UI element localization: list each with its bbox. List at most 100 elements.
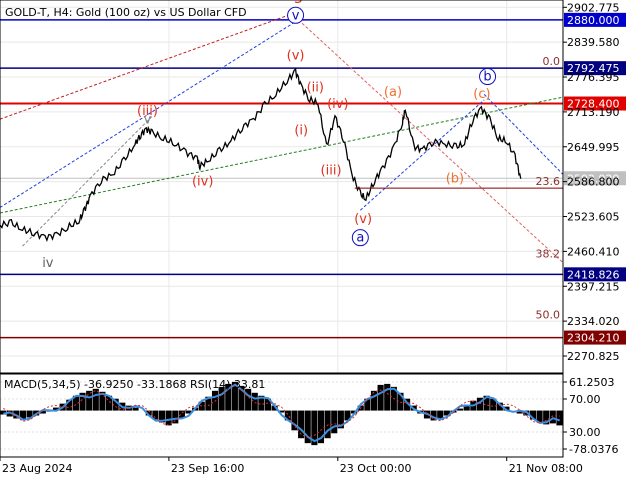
wave-label: 3: [294, 0, 303, 7]
price-tick-label: 2586.800: [567, 176, 620, 189]
macd-bar: [344, 410, 351, 421]
macd-bar: [443, 410, 450, 416]
macd-bar: [145, 410, 152, 416]
macd-panel: 61.2503 70.00 30.00 -78.0376: [0, 376, 618, 456]
macd-bar: [99, 391, 106, 411]
macd-bar: [231, 381, 238, 411]
macd-bar: [311, 410, 318, 446]
trend-line: [483, 94, 564, 175]
macd-tick-label: 61.2503: [569, 376, 615, 389]
time-tick-label: 21 Nov 08:00: [509, 462, 583, 475]
price-tick-label: 2902.775: [567, 1, 620, 14]
fibonacci-labels: 0.0 23.6 38.2 50.0: [354, 55, 563, 322]
macd-bar: [86, 390, 93, 411]
macd-bar: [536, 410, 543, 423]
price-tick-label: 2713.190: [567, 106, 620, 119]
trend-line: [359, 99, 485, 211]
macd-bar: [549, 410, 556, 424]
macd-bar: [437, 410, 444, 419]
level-badge: [564, 12, 626, 27]
macd-bar: [105, 395, 113, 411]
wave-label: a: [356, 231, 364, 246]
macd-bar: [172, 410, 179, 424]
macd-bar: [132, 407, 139, 411]
price-tick-label: 2839.580: [567, 36, 620, 49]
macd-bar: [556, 410, 563, 426]
macd-bar: [516, 410, 523, 414]
macd-bar: [304, 410, 311, 444]
macd-bar: [66, 399, 73, 411]
wave-label: (iv): [192, 174, 213, 189]
macd-bar: [19, 410, 26, 420]
wave-label: (iii): [321, 163, 342, 178]
macd-bar: [503, 406, 510, 411]
macd-bar: [251, 392, 258, 411]
price-tick-label: 2776.395: [567, 71, 620, 84]
trend-line: [22, 116, 153, 247]
wave-label: (c): [473, 87, 490, 102]
macd-bar: [245, 388, 252, 411]
macd-bar: [112, 398, 119, 411]
macd-bar: [529, 410, 537, 420]
macd-bar: [291, 410, 298, 431]
macd-bar: [384, 383, 391, 411]
macd-bar: [430, 410, 437, 421]
wave-label: (ii): [307, 81, 324, 96]
price-tick-label: 2460.410: [567, 245, 620, 258]
time-tick-label: 23 Oct 00:00: [340, 462, 412, 475]
wave-label: (v): [287, 49, 305, 64]
macd-bar: [178, 410, 185, 419]
current-price-label: 2592.929: [567, 172, 620, 185]
macd-bar: [158, 410, 166, 423]
macd-bar: [52, 407, 60, 411]
trend-line: [0, 11, 299, 120]
macd-bar: [324, 410, 331, 439]
macd-bar: [351, 410, 358, 414]
fib-label: 38.2: [536, 247, 561, 260]
macd-bar: [377, 384, 384, 411]
time-tick-label: 23 Aug 2024: [2, 462, 72, 475]
macd-bar: [238, 385, 245, 411]
level-label: 2880.000: [567, 14, 620, 27]
macd-bar: [79, 392, 86, 411]
macd-bar: [152, 410, 159, 420]
macd-bar: [271, 405, 278, 411]
wave-label: (iv): [327, 97, 348, 112]
macd-bar: [496, 402, 503, 411]
fib-label: 0.0: [543, 55, 561, 68]
macd-bar: [463, 404, 470, 411]
time-tick-label: 23 Sep 16:00: [171, 462, 244, 475]
macd-bar: [284, 410, 291, 421]
macd-bar: [337, 410, 344, 429]
wave-label: (i): [294, 124, 308, 139]
macd-bar: [317, 410, 325, 444]
price-tick-label: 2523.605: [567, 211, 620, 224]
macd-bar: [26, 410, 33, 418]
level-badge: [564, 267, 626, 282]
macd-bar: [364, 398, 371, 411]
trend-line: [0, 19, 299, 208]
wave-label: v: [292, 8, 300, 23]
macd-bar: [457, 408, 464, 411]
macd-bar: [490, 398, 497, 411]
wave-label: v: [144, 113, 152, 128]
price-tick-label: 2397.215: [567, 280, 620, 293]
signal-line: [3, 385, 560, 439]
level-label: 2304.210: [567, 332, 620, 345]
macd-bar: [543, 410, 550, 425]
macd-bar: [185, 410, 192, 414]
price-tick-label: 2649.995: [567, 141, 620, 154]
macd-bar: [92, 388, 99, 411]
macd-label: MACD(5,34,5) -36.9250 -33.1868 RSI(14) 3…: [4, 378, 265, 391]
macd-bar: [264, 398, 272, 411]
price-tick-label: 2270.825: [567, 350, 620, 363]
macd-bar: [404, 398, 411, 411]
wave-circle: [351, 229, 369, 247]
wave-label: iv: [42, 256, 54, 271]
rsi-line: [3, 383, 561, 443]
macd-bar: [331, 410, 338, 434]
wave-circle: [287, 6, 305, 24]
wave-label: (b): [446, 172, 464, 187]
macd-bar: [165, 410, 172, 426]
